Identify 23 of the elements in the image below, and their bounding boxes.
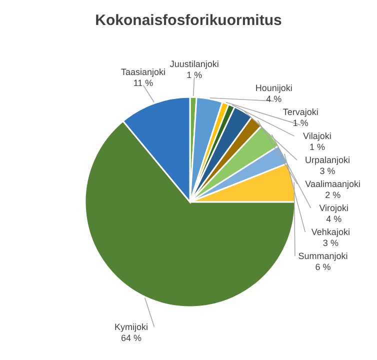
data-label: 4 % [266, 94, 282, 104]
slice-label: Juustilanjoki [170, 59, 219, 70]
slice-label: Hounijoki [255, 83, 292, 94]
data-label: 1 % [309, 142, 325, 152]
data-label: 3 % [322, 238, 338, 248]
data-label: 3 % [320, 166, 336, 176]
slice-label: Vehkajoki [311, 227, 350, 238]
slice-label: Summanjoki [298, 251, 348, 262]
data-label: 64 % [120, 332, 142, 343]
data-label: 1 % [292, 118, 308, 128]
slice-label: Kymijoki [114, 322, 148, 332]
data-label: 6 % [315, 262, 331, 272]
slice-label: Virojoki [319, 203, 349, 214]
slice-label: Taasianjoki [120, 67, 166, 78]
data-label: 11 % [133, 78, 154, 88]
slice-label: Urpalanjoki [304, 155, 350, 166]
data-label: 4 % [326, 214, 342, 224]
slice-label: Vaalimaanjoki [305, 179, 361, 190]
data-label: 2 % [325, 190, 341, 200]
chart-title: Kokonaisfosforikuormitus [95, 12, 282, 29]
data-label: 1 % [186, 70, 202, 80]
slice-label: Tervajoki [282, 107, 318, 118]
slice-label: Vilajoki [303, 131, 332, 142]
